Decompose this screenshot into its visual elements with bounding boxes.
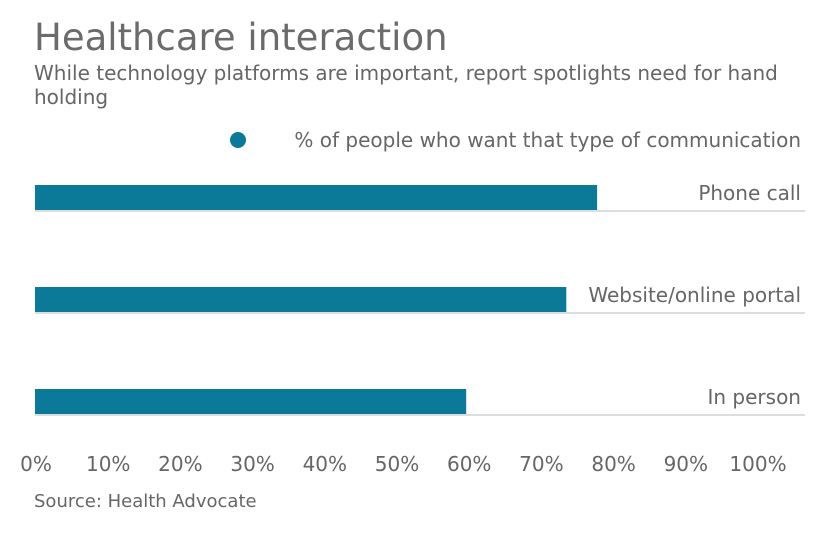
x-tick-label: 100% — [729, 452, 786, 476]
x-tick-label: 70% — [519, 452, 563, 476]
x-tick-label: 50% — [375, 452, 419, 476]
chart-subtitle: While technology platforms are important… — [34, 61, 778, 109]
legend-marker — [230, 132, 246, 148]
legend: % of people who want that type of commun… — [230, 128, 801, 152]
bars-group: Phone call Website/online portal In person — [35, 181, 805, 416]
chart-title: Healthcare interaction — [34, 16, 448, 59]
x-tick-label: 80% — [591, 452, 635, 476]
x-tick-label: 40% — [303, 452, 347, 476]
bar-phone-call — [35, 185, 598, 210]
x-tick-label: 20% — [158, 452, 202, 476]
category-label: In person — [708, 385, 802, 409]
x-tick-label: 90% — [664, 452, 708, 476]
x-tick-label: 30% — [230, 452, 274, 476]
x-tick-label: 10% — [86, 452, 130, 476]
source-note: Source: Health Advocate — [34, 491, 257, 512]
category-label: Phone call — [698, 181, 801, 205]
x-tick-label: 0% — [20, 452, 52, 476]
bar-website-online-portal — [35, 287, 567, 312]
category-label: Website/online portal — [588, 283, 801, 307]
legend-label: % of people who want that type of commun… — [294, 128, 801, 152]
x-axis-ticks: 0% 10% 20% 30% 40% 50% 60% 70% 80% 90% 100% — [20, 452, 786, 476]
bar-in-person — [35, 389, 467, 414]
x-tick-label: 60% — [447, 452, 491, 476]
